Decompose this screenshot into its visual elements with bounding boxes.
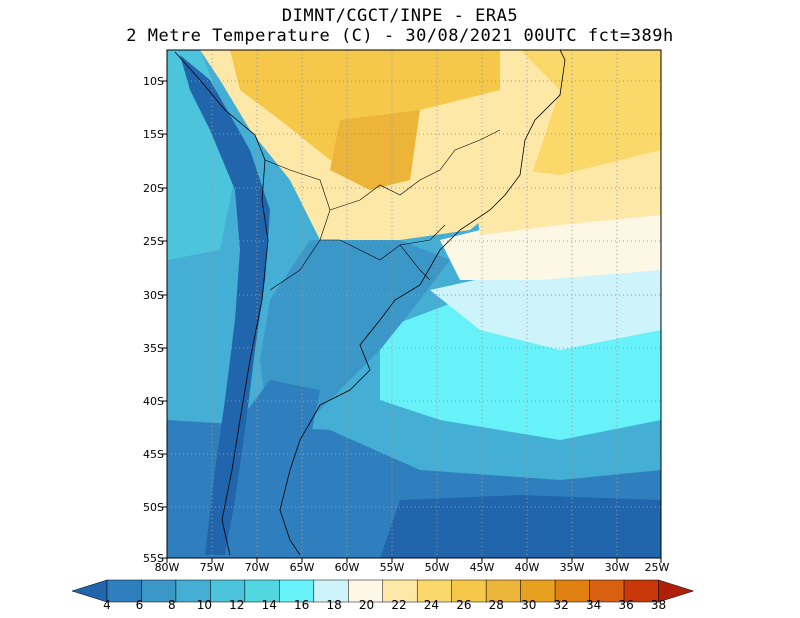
colorbar xyxy=(71,579,695,603)
colorbar-label: 8 xyxy=(168,598,176,612)
pacific-north xyxy=(167,50,240,260)
lon-label-60w: 60W xyxy=(334,561,360,574)
tick-marks xyxy=(162,80,662,563)
title-line-2: 2 Metre Temperature (C) - 30/08/2021 00U… xyxy=(126,26,674,46)
coastline xyxy=(174,50,566,556)
colorbar-label: 36 xyxy=(618,598,634,612)
colorbar-arrow-right xyxy=(658,579,695,603)
grid-lines xyxy=(167,50,661,558)
land-amazon-hot xyxy=(230,50,500,180)
atlantic-band-2 xyxy=(430,250,661,350)
lon-label-70w: 70W xyxy=(244,561,270,574)
lat-label-25s: 25S xyxy=(143,235,164,248)
lat-label-15s: 15S xyxy=(143,128,164,141)
colorbar-label: 10 xyxy=(196,598,212,612)
lon-label-50w: 50W xyxy=(424,561,450,574)
lon-label-25w: 25W xyxy=(644,561,670,574)
lon-label-45w: 45W xyxy=(469,561,495,574)
lon-label-55w: 55W xyxy=(379,561,405,574)
colorbar-label: 4 xyxy=(103,598,111,612)
colorbar-label: 38 xyxy=(650,598,667,612)
lat-label-10s: 10S xyxy=(143,75,164,88)
lon-label-40w: 40W xyxy=(514,561,540,574)
lon-label-30w: 30W xyxy=(604,561,630,574)
colorbar-label: 22 xyxy=(391,598,407,612)
colorbar-label: 14 xyxy=(261,598,277,612)
lat-label-50s: 50S xyxy=(143,501,164,514)
colorbar-label: 20 xyxy=(358,598,375,612)
country-borders xyxy=(264,129,501,291)
title-line-1: DIMNT/CGCT/INPE - ERA5 xyxy=(281,6,519,26)
colorbar-label: 6 xyxy=(135,598,144,612)
colorbar-label: 26 xyxy=(456,598,472,612)
colorbar-label: 28 xyxy=(488,598,504,612)
land-center-hot xyxy=(330,110,420,190)
lon-label-80w: 80W xyxy=(154,561,180,574)
colorbar-label: 30 xyxy=(521,598,537,612)
lat-label-30s: 30S xyxy=(143,289,164,302)
lat-label-55s: 55S xyxy=(143,552,164,565)
lon-label-65w: 65W xyxy=(289,561,315,574)
lat-label-35s: 35S xyxy=(143,342,164,355)
lat-label-20s: 20S xyxy=(143,182,164,195)
lat-label-45s: 45S xyxy=(143,448,164,461)
colorbar-label: 34 xyxy=(586,598,602,612)
colorbar-label: 24 xyxy=(423,598,440,612)
colorbar-label: 12 xyxy=(229,598,245,612)
map-frame xyxy=(166,49,662,559)
lon-label-75w: 75W xyxy=(199,561,225,574)
lon-label-35w: 35W xyxy=(559,561,585,574)
southern-ocean-coldest xyxy=(380,495,661,558)
andes-cold xyxy=(180,55,270,555)
lat-label-40s: 40S xyxy=(143,395,164,408)
colorbar-label: 32 xyxy=(553,598,569,612)
colorbar-label: 18 xyxy=(326,598,342,612)
temperature-field xyxy=(167,50,661,558)
colorbar-label: 16 xyxy=(294,598,310,612)
